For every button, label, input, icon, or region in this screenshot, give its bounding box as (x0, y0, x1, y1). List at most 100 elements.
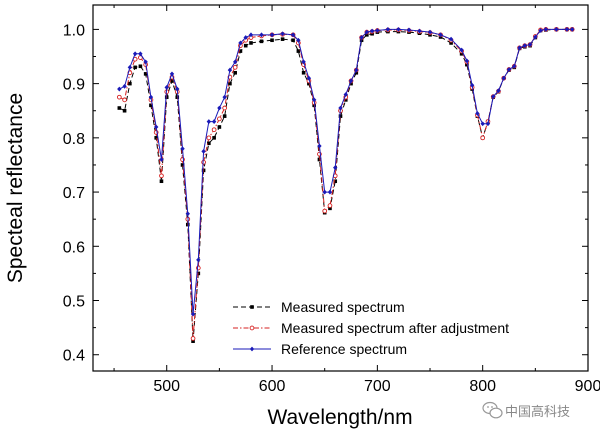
data-point (159, 157, 164, 162)
data-point (217, 105, 222, 111)
wechat-icon (482, 401, 503, 419)
data-point (322, 189, 327, 195)
data-point (159, 179, 164, 184)
data-point (248, 32, 254, 38)
legend-marker (250, 305, 254, 309)
data-point (365, 33, 369, 37)
x-tick-labels: 500 600 700 800 900 (153, 378, 600, 395)
data-point (554, 27, 559, 32)
data-point (206, 135, 212, 141)
y-tick-label: 0.4 (63, 348, 85, 365)
data-point (138, 64, 143, 69)
data-point (469, 82, 475, 88)
data-point (207, 141, 211, 146)
data-point (385, 27, 391, 32)
data-point (296, 49, 301, 53)
y-tick-label: 0.8 (63, 131, 85, 148)
axis-ticks (93, 5, 589, 371)
data-point (128, 81, 132, 86)
data-point (232, 59, 238, 65)
series-line (119, 28, 573, 339)
data-point (501, 75, 506, 81)
data-point (164, 85, 169, 90)
data-point (333, 179, 338, 184)
legend-marker (249, 346, 255, 352)
watermark-text: 中国高科技 (505, 404, 570, 420)
data-point (238, 40, 243, 46)
y-tick-label: 1.0 (63, 22, 85, 39)
data-point (180, 146, 185, 152)
data-point (175, 86, 180, 92)
data-point (343, 92, 348, 97)
data-point (117, 86, 122, 92)
data-point (243, 35, 248, 40)
data-point (116, 94, 122, 100)
series-group (116, 27, 575, 343)
data-point (317, 157, 322, 162)
data-point (527, 42, 533, 47)
data-point (475, 111, 480, 116)
y-tick-labels: 0.4 0.5 0.6 0.7 0.8 0.9 1.0 (63, 22, 85, 364)
data-point (201, 149, 206, 154)
data-point (238, 49, 243, 53)
data-point (328, 206, 332, 211)
data-point (170, 79, 174, 83)
data-point (369, 28, 375, 34)
data-point (375, 28, 380, 33)
data-point (211, 119, 217, 124)
data-point (317, 143, 322, 149)
data-point (222, 105, 227, 111)
data-point (459, 47, 464, 53)
y-tick-label: 0.6 (63, 239, 85, 256)
data-point (133, 65, 137, 70)
x-tick-label: 700 (364, 378, 391, 395)
data-point (533, 34, 538, 40)
legend: Measured spectrum Measured spectrum after… (233, 299, 509, 357)
data-point (496, 88, 501, 94)
y-tick-label: 0.9 (63, 77, 85, 94)
data-point (543, 27, 549, 32)
legend-item: Measured spectrum after adjustment (233, 320, 509, 336)
x-tick-label: 500 (153, 378, 180, 395)
data-point (406, 27, 412, 33)
data-point (227, 67, 233, 73)
data-point (127, 64, 133, 70)
data-point (249, 41, 253, 45)
y-tick-label: 0.5 (63, 294, 85, 311)
data-point (217, 116, 222, 122)
data-point (301, 70, 306, 75)
data-point (459, 52, 464, 56)
data-point (438, 32, 443, 38)
data-point (190, 336, 196, 341)
data-point (228, 81, 232, 86)
series-reference-spectrum (117, 27, 575, 317)
data-point (291, 38, 295, 43)
data-point (480, 121, 485, 127)
data-point (206, 119, 212, 124)
data-point (465, 62, 469, 67)
data-point (306, 75, 312, 81)
x-tick-label: 600 (259, 378, 286, 395)
data-point (148, 94, 154, 100)
data-point (259, 32, 264, 38)
data-point (327, 189, 333, 195)
data-point (169, 71, 175, 77)
data-point (322, 208, 328, 214)
data-point (211, 127, 217, 133)
y-tick-label: 0.7 (63, 185, 85, 202)
data-point (269, 32, 275, 38)
data-point (354, 67, 359, 73)
x-tick-label: 800 (469, 378, 496, 395)
data-point (138, 51, 143, 57)
data-point (259, 39, 264, 44)
data-point (222, 94, 227, 100)
data-point (185, 211, 190, 217)
data-point (338, 114, 343, 118)
data-point (343, 98, 348, 102)
data-point (506, 67, 512, 72)
data-point (311, 97, 317, 103)
data-point (485, 121, 491, 127)
data-point (153, 124, 159, 130)
data-point (196, 257, 201, 263)
